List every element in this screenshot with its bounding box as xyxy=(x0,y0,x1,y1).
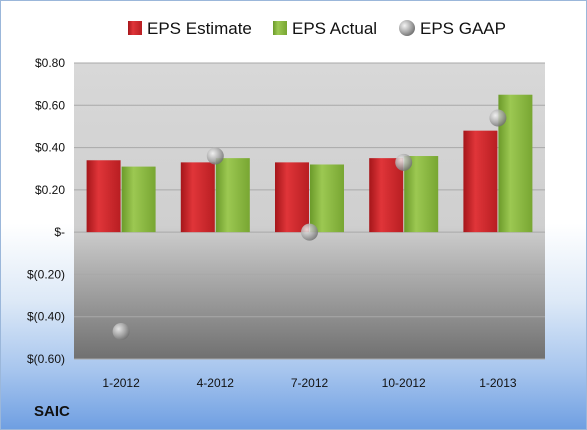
y-tick-label: $0.40 xyxy=(35,141,65,155)
legend-swatch-eps-estimate xyxy=(128,21,142,35)
x-tick-label: 4-2012 xyxy=(197,376,235,390)
legend-item-eps-gaap: EPS GAAP xyxy=(399,19,506,38)
y-tick-label: $- xyxy=(54,225,65,239)
x-tick-label: 1-2013 xyxy=(479,376,517,390)
bar-eps-actual-7-2012 xyxy=(310,164,344,233)
bar-eps-actual-10-2012 xyxy=(404,156,439,233)
marker-eps-gaap-4-2012 xyxy=(206,147,224,165)
bar-eps-actual-1-2012 xyxy=(121,166,156,233)
x-tick-label: 10-2012 xyxy=(382,376,426,390)
legend-swatch-eps-gaap xyxy=(399,20,415,36)
company-label: SAIC xyxy=(34,403,70,420)
legend-label-eps-actual: EPS Actual xyxy=(292,19,377,38)
y-tick-label: $(0.60) xyxy=(27,352,65,366)
bar-eps-estimate-1-2012 xyxy=(86,160,121,233)
x-tick-label: 7-2012 xyxy=(291,376,329,390)
legend-label-eps-gaap: EPS GAAP xyxy=(420,19,506,38)
bar-eps-estimate-7-2012 xyxy=(275,162,309,233)
marker-eps-gaap-7-2012 xyxy=(301,223,318,241)
bar-eps-estimate-10-2012 xyxy=(369,158,404,233)
bar-eps-actual-4-2012 xyxy=(215,158,250,233)
y-tick-label: $(0.40) xyxy=(27,310,65,324)
bars xyxy=(86,94,533,233)
y-tick-label: $0.60 xyxy=(35,98,65,112)
y-tick-label: $0.80 xyxy=(35,56,65,70)
x-axis: 1-2012 4-2012 7-2012 10-2012 1-2013 xyxy=(102,376,516,390)
x-tick-label: 1-2012 xyxy=(102,376,140,390)
legend-item-eps-estimate: EPS Estimate xyxy=(128,19,252,38)
marker-eps-gaap-1-2012 xyxy=(112,323,130,341)
gaap-markers xyxy=(112,109,507,341)
y-tick-label: $0.20 xyxy=(35,183,65,197)
bar-eps-estimate-4-2012 xyxy=(180,162,215,233)
legend: EPS Estimate EPS Actual EPS GAAP xyxy=(128,19,506,38)
marker-eps-gaap-10-2012 xyxy=(395,153,413,171)
y-axis: $0.80 $0.60 $0.40 $0.20 $- $(0.20) $(0.40) $(0.… xyxy=(27,56,65,366)
legend-item-eps-actual: EPS Actual xyxy=(273,19,377,38)
bar-eps-estimate-1-2013 xyxy=(463,130,498,233)
legend-swatch-eps-actual xyxy=(273,21,287,35)
legend-label-eps-estimate: EPS Estimate xyxy=(147,19,252,38)
marker-eps-gaap-1-2013 xyxy=(489,109,507,127)
y-tick-label: $(0.20) xyxy=(27,267,65,281)
